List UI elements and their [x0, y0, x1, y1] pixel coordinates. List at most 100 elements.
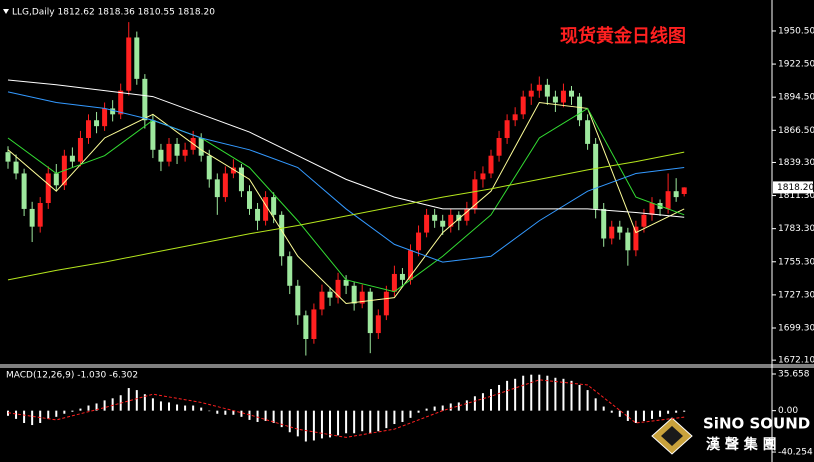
- candle-body: [21, 173, 27, 209]
- macd-bar: [457, 402, 460, 411]
- candle-body: [520, 96, 526, 115]
- macd-bar: [433, 406, 436, 411]
- candle-body: [118, 90, 124, 115]
- macd-bar: [683, 410, 686, 412]
- macd-bar: [159, 401, 162, 411]
- macd-bar: [240, 410, 243, 417]
- candle-body: [45, 173, 51, 204]
- y-tick-label: 1839.30: [778, 158, 814, 168]
- candle-body: [408, 250, 413, 280]
- macd-bar: [184, 405, 187, 411]
- candle-body: [480, 173, 486, 180]
- macd-bar: [465, 400, 468, 411]
- candle-body: [271, 197, 277, 215]
- macd-bar: [272, 410, 275, 423]
- macd-bar: [31, 410, 34, 426]
- moving-average: [7, 101, 685, 305]
- macd-bar: [192, 405, 195, 411]
- macd-bar: [95, 403, 98, 411]
- candle-body: [166, 143, 172, 162]
- macd-bar: [409, 410, 412, 418]
- macd-bar: [659, 410, 662, 417]
- candle-body: [472, 179, 478, 209]
- candle-body: [617, 226, 623, 233]
- candle-body: [649, 203, 655, 215]
- candle-body: [424, 214, 430, 233]
- macd-bar: [610, 410, 613, 413]
- candle-body: [641, 214, 647, 227]
- moving-average: [7, 91, 685, 263]
- y-tick-label: 1755.30: [778, 257, 814, 267]
- candle-body: [279, 214, 285, 257]
- macd-bar: [256, 410, 259, 422]
- last-price-box: [773, 181, 813, 194]
- macd-bar: [296, 410, 299, 437]
- candle-body: [359, 291, 365, 304]
- y-tick-label: 1866.50: [778, 126, 814, 136]
- macd-bar: [55, 410, 58, 417]
- y-tick-label: 0.00: [778, 406, 798, 416]
- macd-bar: [151, 398, 154, 411]
- candle-body: [383, 291, 389, 316]
- macd-bar: [345, 410, 348, 434]
- macd-bar: [312, 410, 315, 441]
- candle-body: [198, 137, 204, 156]
- macd-bar: [135, 390, 138, 411]
- candle-body: [230, 167, 236, 174]
- candle-body: [255, 208, 261, 221]
- y-tick-label: -40.254: [778, 448, 813, 458]
- candle-body: [5, 152, 11, 162]
- candle-body: [416, 232, 422, 251]
- candle-body: [375, 315, 381, 334]
- candle-body: [399, 273, 405, 280]
- candle-body: [102, 108, 108, 127]
- candle-body: [327, 291, 333, 298]
- candle-body: [182, 149, 188, 156]
- macd-bar: [393, 410, 396, 425]
- macd-bar: [361, 410, 364, 432]
- macd-bar: [578, 384, 581, 411]
- candle-body: [488, 155, 494, 174]
- candle-body: [311, 309, 317, 339]
- y-tick-label: 1672.10: [778, 356, 814, 366]
- macd-bar: [71, 410, 74, 412]
- candle-body: [174, 143, 180, 156]
- macd-bar: [280, 410, 283, 428]
- candle-body: [367, 291, 373, 334]
- chart-header: LLG,Daily 1812.62 1818.36 1810.55 1818.2…: [12, 8, 215, 18]
- macd-bar: [111, 398, 114, 411]
- watermark-sub: 漢 聲 集 團: [706, 436, 777, 453]
- macd-bar: [224, 410, 227, 415]
- macd-bar: [530, 374, 533, 411]
- macd-bar: [425, 408, 428, 411]
- candle-body: [69, 155, 75, 162]
- candle-body: [37, 203, 43, 227]
- chart-title: 现货黄金日线图: [560, 25, 686, 47]
- candle-body: [222, 173, 228, 198]
- macd-bar: [642, 410, 645, 421]
- candle-body: [94, 120, 100, 127]
- macd-bar: [626, 410, 629, 421]
- candle-body: [303, 315, 309, 339]
- macd-bar: [618, 410, 621, 417]
- macd-bar: [329, 410, 331, 438]
- candle-body: [110, 108, 116, 115]
- candle-body: [440, 220, 446, 227]
- y-tick-label: 35.658: [778, 370, 810, 380]
- macd-bar: [522, 375, 525, 411]
- macd-bar: [594, 398, 597, 411]
- y-tick-label: 1922.50: [778, 60, 814, 70]
- macd-bar: [554, 377, 557, 411]
- macd-bar: [369, 410, 372, 434]
- candle-body: [593, 143, 599, 209]
- candle-body: [432, 214, 438, 221]
- candle-body: [142, 78, 148, 121]
- macd-bar: [449, 403, 452, 411]
- candle-body: [560, 90, 566, 103]
- candle-body: [53, 173, 59, 186]
- candle-body: [214, 179, 220, 198]
- candle-body: [665, 191, 671, 209]
- candle-body: [319, 291, 325, 310]
